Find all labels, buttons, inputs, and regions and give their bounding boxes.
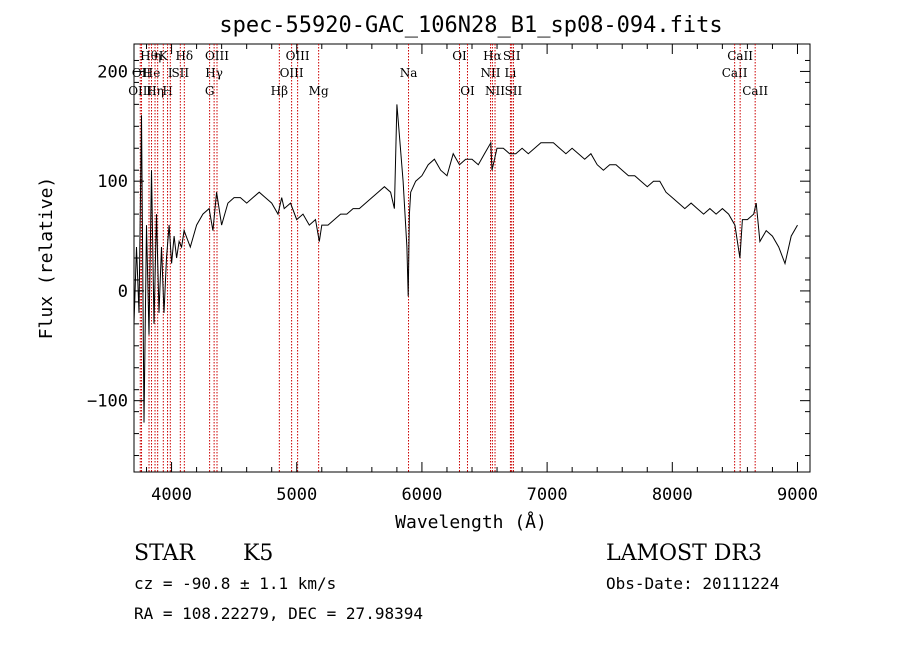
line-label-20: OI bbox=[460, 84, 475, 98]
line-label-12: Hγ bbox=[205, 66, 223, 80]
x-tick-label-5: 9000 bbox=[777, 485, 818, 505]
object-subclass: K5 bbox=[243, 541, 274, 566]
line-label-0: OIII bbox=[128, 84, 152, 98]
survey-name: LAMOST DR3 bbox=[606, 541, 762, 566]
spectral-line-markers: OIIIOIIHθHeHηηKHISIIHδGHγOIIIHβOIIIOIIIM… bbox=[128, 44, 768, 472]
series-layer bbox=[133, 104, 798, 423]
line-label-19: OI bbox=[452, 49, 467, 63]
plot-border bbox=[133, 43, 811, 473]
line-label-14: Hβ bbox=[271, 84, 288, 98]
y-tick-label-3: 200 bbox=[97, 62, 128, 82]
x-tick-label-4: 8000 bbox=[652, 485, 693, 505]
y-tick-label-0: −100 bbox=[87, 392, 128, 412]
line-label-21: NII bbox=[481, 66, 501, 80]
y-axis-label: Flux (relative) bbox=[36, 177, 57, 340]
coordinates: RA = 108.22279, DEC = 27.98394 bbox=[134, 604, 423, 623]
y-tick-label-1: 0 bbox=[118, 282, 128, 302]
line-label-1: OII bbox=[132, 66, 152, 80]
x-axis-label: Wavelength (Å) bbox=[395, 511, 547, 533]
line-label-26: SII bbox=[505, 84, 523, 98]
line-label-11: G bbox=[205, 84, 215, 98]
line-label-15: OIII bbox=[280, 66, 304, 80]
line-label-9: SII bbox=[171, 66, 189, 80]
line-label-17: Mg bbox=[309, 84, 329, 98]
x-tick-label-0: 4000 bbox=[151, 485, 192, 505]
line-label-3: He bbox=[143, 66, 161, 80]
line-label-2: Hθ bbox=[140, 49, 158, 63]
x-tick-label-2: 6000 bbox=[401, 485, 442, 505]
line-label-7: H bbox=[162, 84, 172, 98]
axis-ticks: 4000 5000 6000 7000 8000 9000 −100 0 100 200 bbox=[87, 44, 818, 505]
line-label-10: Hδ bbox=[175, 49, 193, 63]
line-label-5: η bbox=[154, 49, 161, 63]
x-tick-label-3: 7000 bbox=[527, 485, 568, 505]
line-label-29: CaII bbox=[742, 84, 768, 98]
y-tick-label-2: 100 bbox=[97, 172, 128, 192]
chart-title: spec-55920-GAC_106N28_B1_sp08-094.fits bbox=[219, 13, 722, 38]
line-label-23: NII bbox=[485, 84, 505, 98]
line-label-4: Hη bbox=[146, 84, 164, 98]
line-label-18: Na bbox=[400, 66, 418, 80]
object-class: STAR bbox=[134, 541, 195, 566]
x-tick-label-1: 5000 bbox=[276, 485, 317, 505]
line-label-27: CaII bbox=[722, 66, 748, 80]
observation-date: Obs-Date: 20111224 bbox=[606, 574, 780, 593]
spectrum-series-0 bbox=[133, 104, 798, 423]
line-label-25: SII bbox=[503, 49, 521, 63]
plot-frame bbox=[133, 43, 811, 473]
line-label-13: OIII bbox=[205, 49, 229, 63]
line-label-6: K bbox=[159, 49, 169, 63]
line-label-16: OIII bbox=[286, 49, 310, 63]
line-label-24: Li bbox=[505, 66, 517, 80]
line-label-8: I bbox=[168, 66, 173, 80]
redshift-info: cz = -90.8 ± 1.1 km/s bbox=[134, 574, 337, 593]
line-label-28: CaII bbox=[727, 49, 753, 63]
line-label-22: Hα bbox=[483, 49, 502, 63]
